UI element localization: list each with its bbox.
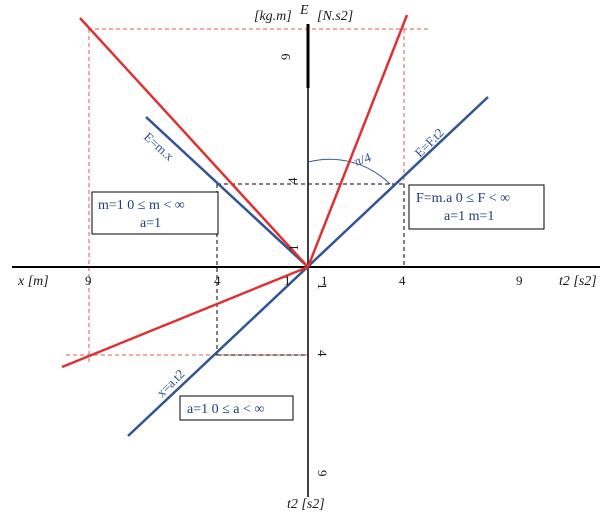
box-left-top: m=1 0 ≤ m < ∞ a=1 (91, 191, 219, 235)
tick-right-9: 9 (516, 273, 523, 288)
box-bottom-frame (179, 395, 294, 421)
box-left-top-line1: m=1 0 ≤ m < ∞ (98, 198, 185, 213)
box-right-top-frame (408, 184, 545, 230)
label-e-mx: E=m.x (141, 129, 178, 164)
unit-ns2: [N.s2] (317, 9, 353, 24)
label-angle: π/4 (352, 149, 373, 169)
axis-label-right: t2 [s2] (559, 274, 597, 289)
tick-right-1: 1 (321, 273, 328, 288)
red-line-steep (306, 14, 409, 268)
line-e-mx (145, 116, 309, 268)
red-guides (66, 28, 428, 362)
unit-kgm: [kg.m] (254, 9, 292, 24)
tick-bottom-1: 1 (315, 283, 330, 290)
axis-label-left: x [m] (17, 274, 49, 289)
axis-symbol-e: E (299, 3, 309, 18)
tick-left-9: 9 (85, 273, 92, 288)
tick-top-9: 9 (278, 54, 293, 61)
red-line-lower (61, 265, 309, 369)
tick-left-1: 1 (284, 273, 291, 288)
tick-top-1: 1 (286, 245, 301, 252)
box-left-top-frame (91, 191, 219, 235)
tick-right-4: 4 (399, 273, 406, 288)
red-lines (61, 14, 409, 369)
angle-arc (307, 158, 391, 185)
axes (12, 24, 600, 497)
tick-top-4: 4 (285, 177, 300, 184)
box-left-top-line2: a=1 (140, 216, 161, 231)
box-right-top-line2: a=1 m=1 (444, 209, 494, 224)
tick-bottom-4: 4 (315, 350, 330, 357)
tick-bottom-9: 9 (315, 470, 330, 477)
axis-label-bottom: t2 [s2] (287, 497, 325, 512)
red-line-left (79, 17, 309, 268)
box-right-top: F=m.a 0 ≤ F < ∞ a=1 m=1 (408, 184, 545, 230)
box-bottom: a=1 0 ≤ a < ∞ (179, 395, 294, 421)
box-bottom-line1: a=1 0 ≤ a < ∞ (187, 402, 264, 417)
box-right-top-line1: F=m.a 0 ≤ F < ∞ (416, 191, 510, 206)
tick-left-4: 4 (214, 273, 221, 288)
